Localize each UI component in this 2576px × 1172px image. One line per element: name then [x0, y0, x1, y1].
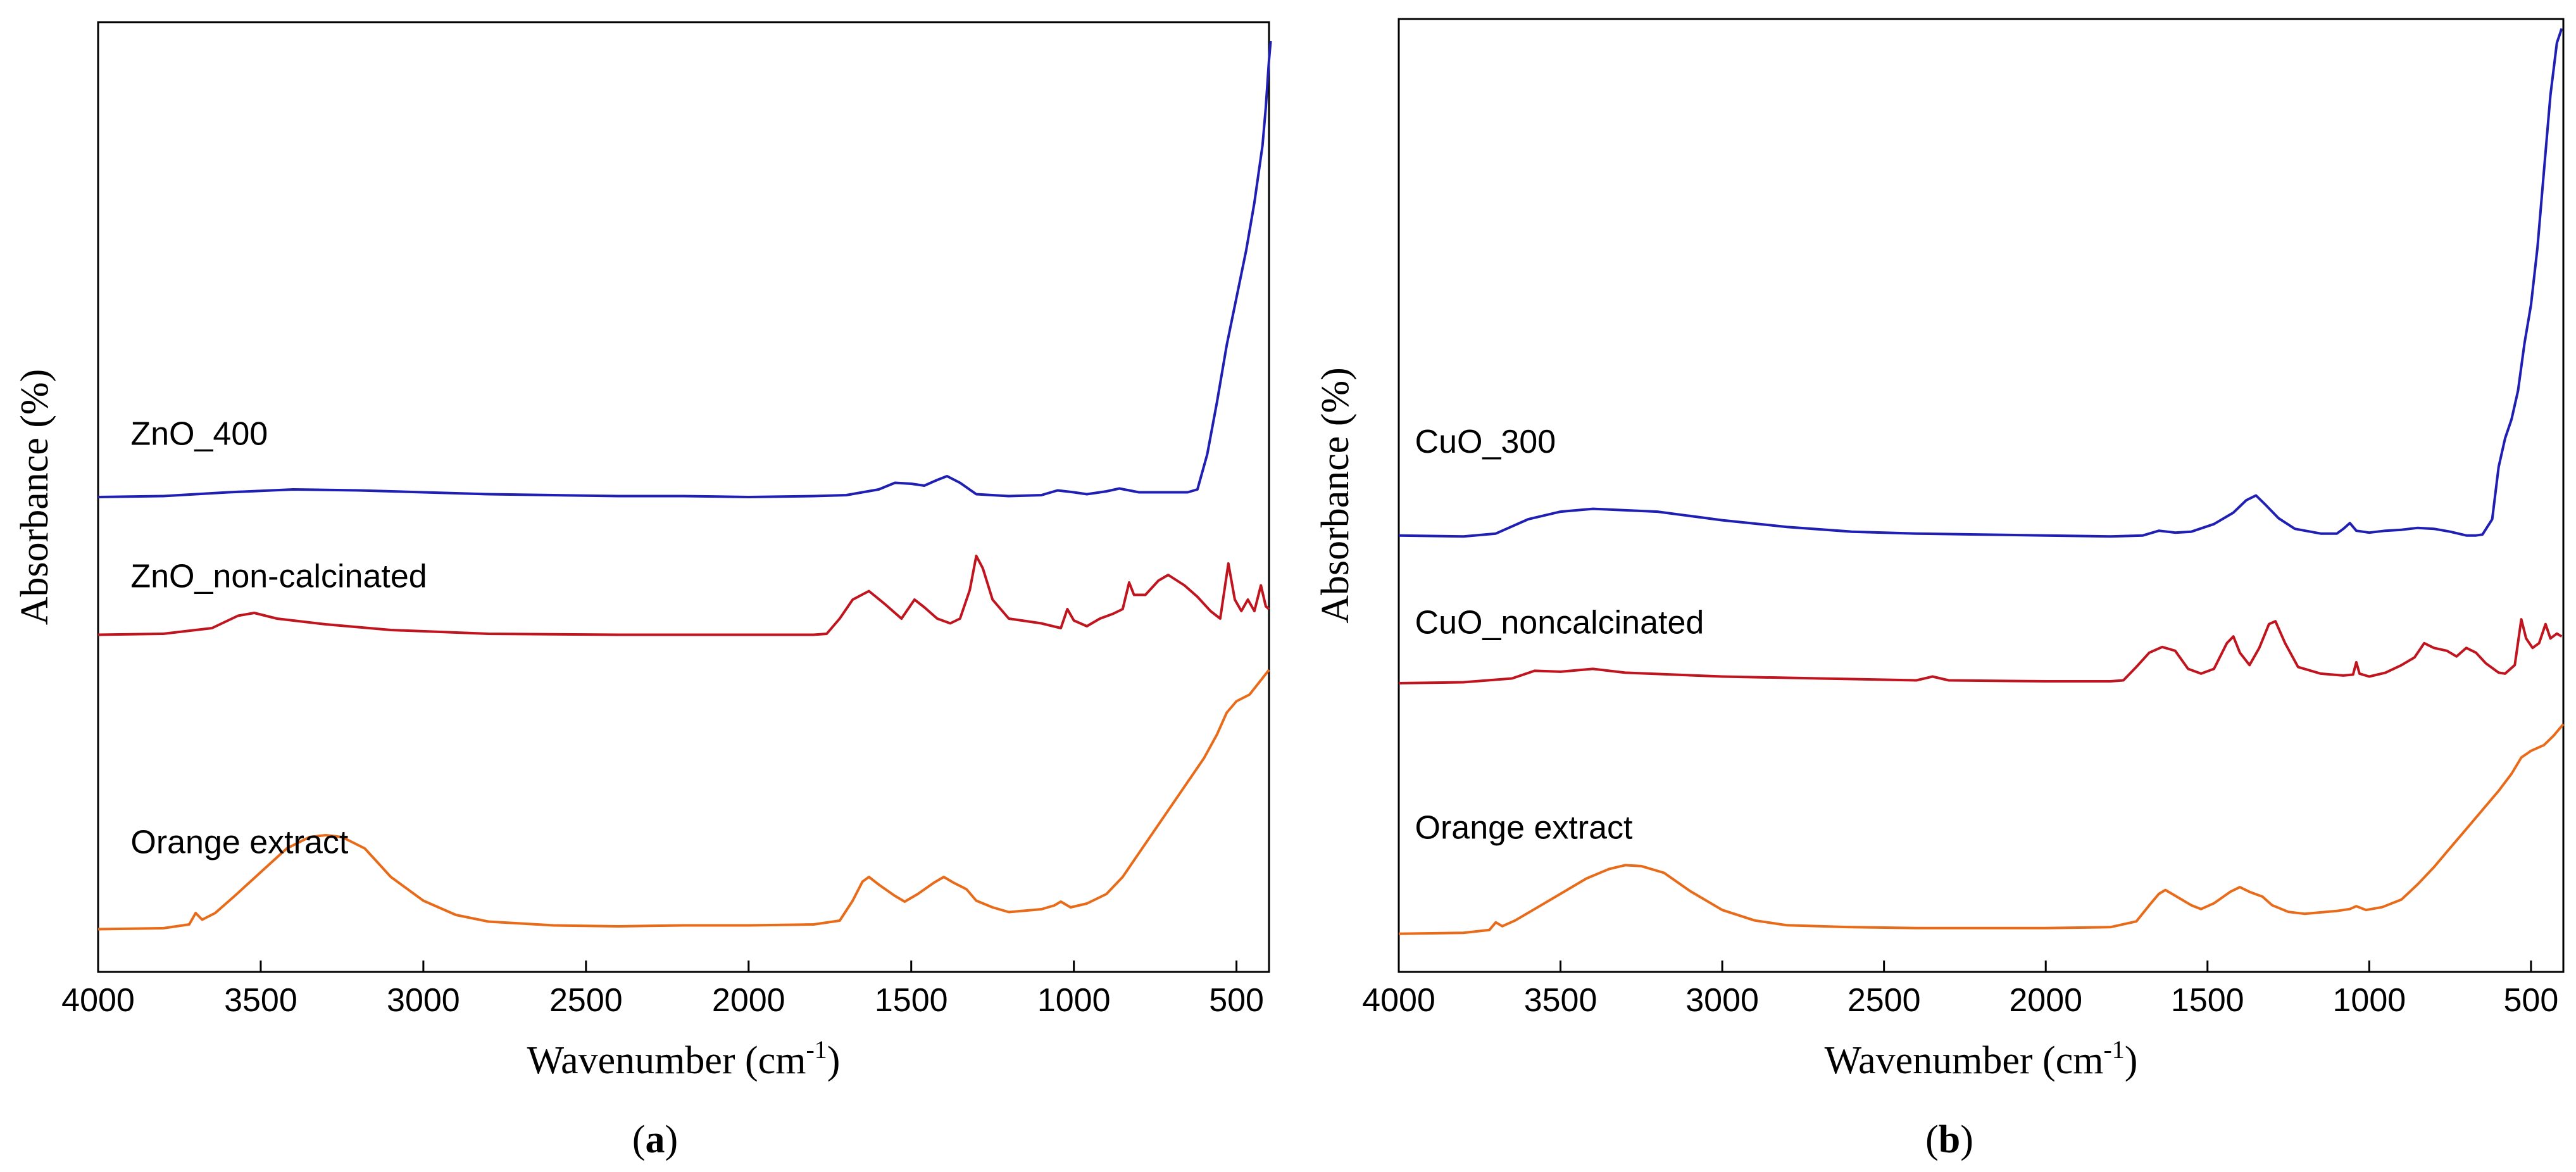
x-axis-label-b: Wavenumber (cm-1)	[1825, 1035, 2138, 1082]
series-line-b-2	[1398, 723, 2565, 935]
x-tick-label-b-6: 1000	[2332, 982, 2406, 1019]
x-tick-label-a-2: 3000	[387, 982, 460, 1019]
y-axis-label-a: Absorbance (%)	[13, 369, 56, 626]
series-group-b	[1398, 28, 2565, 935]
x-axis-label-a: Wavenumber (cm-1)	[527, 1035, 841, 1082]
panel-caption-a: (a)	[632, 1118, 678, 1161]
x-tick-label-b-1: 3500	[1524, 982, 1597, 1019]
x-tick-label-a-0: 4000	[61, 982, 135, 1019]
series-line-a-1	[97, 555, 1270, 636]
x-tick-label-a-1: 3500	[224, 982, 297, 1019]
x-tick-label-b-7: 500	[2504, 982, 2559, 1019]
series-label-a-1: ZnO_non-calcinated	[130, 558, 427, 595]
panel-caption-b: (b)	[1925, 1118, 1973, 1161]
series-line-b-0	[1398, 28, 2563, 538]
x-axis-label-sup-a: -1	[806, 1035, 827, 1064]
x-tick-label-b-3: 2500	[1848, 982, 1921, 1019]
series-label-a-2: Orange extract	[130, 824, 348, 861]
panel-b: 4000 3500 3000 2500 2000 1500 1000 500 CuO_300C…	[1314, 18, 2565, 1161]
x-axis-label-sup-b: -1	[2103, 1035, 2124, 1064]
plot-frame-b	[1397, 18, 2565, 973]
x-tick-label-a-6: 1000	[1037, 982, 1111, 1019]
series-label-b-2: Orange extract	[1415, 809, 1633, 846]
x-axis-label-suffix-a: )	[827, 1039, 841, 1082]
series-line-a-2	[97, 669, 1270, 931]
series-labels-a: ZnO_400 ZnO_non-calcinated Orange extract	[130, 416, 427, 861]
series-labels-b: CuO_300 CuO_noncalcinated Orange extract	[1415, 424, 1704, 847]
series-line-b-1	[1398, 618, 2563, 684]
x-ticks-b: 4000 3500 3000 2500 2000 1500 1000 500	[1362, 961, 2558, 1019]
panel-caption-letter-b: b	[1939, 1118, 1960, 1161]
series-line-a-0	[97, 41, 1272, 498]
x-tick-label-a-4: 2000	[712, 982, 785, 1019]
x-axis-label-text-a: Wavenumber (cm	[527, 1039, 806, 1082]
series-label-a-0: ZnO_400	[130, 416, 268, 453]
series-label-b-0: CuO_300	[1415, 424, 1556, 460]
x-tick-label-a-5: 1500	[875, 982, 948, 1019]
panel-a: 4000 3500 3000 2500 2000 1500 1000 500 ZnO_400Z…	[13, 21, 1272, 1161]
x-ticks-a: 4000 3500 3000 2500 2000 1500 1000 500	[61, 961, 1264, 1019]
x-tick-label-a-7: 500	[1209, 982, 1264, 1019]
series-group-a	[97, 41, 1272, 931]
x-tick-label-b-2: 3000	[1685, 982, 1759, 1019]
x-tick-label-b-4: 2000	[2009, 982, 2082, 1019]
x-tick-label-a-3: 2500	[549, 982, 623, 1019]
x-axis-label-text-b: Wavenumber (cm	[1825, 1039, 2104, 1082]
x-tick-label-b-0: 4000	[1362, 982, 1435, 1019]
y-axis-label-b: Absorbance (%)	[1314, 367, 1357, 624]
x-tick-label-b-5: 1500	[2171, 982, 2244, 1019]
panel-caption-letter-a: a	[646, 1118, 665, 1161]
series-label-b-1: CuO_noncalcinated	[1415, 605, 1704, 641]
x-axis-label-suffix-b: )	[2125, 1039, 2138, 1082]
